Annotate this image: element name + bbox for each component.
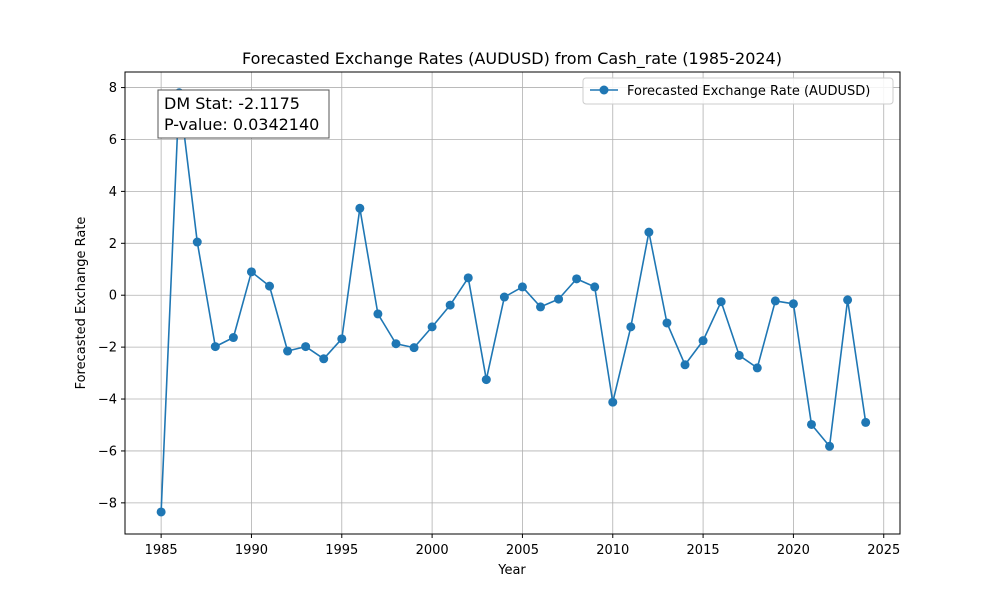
series-layer [156,88,871,517]
data-point [644,227,654,237]
x-tick-label: 2020 [777,543,810,558]
x-tick-label: 1995 [325,543,358,558]
data-point [770,296,780,306]
data-point [319,354,329,364]
legend-marker-swatch [599,85,609,95]
x-tick-label: 2010 [596,543,629,558]
data-point [265,281,275,291]
data-point [283,346,293,356]
data-point [228,333,238,343]
legend-frame [582,77,894,105]
data-point [337,334,347,344]
data-point [662,318,672,328]
annotation-box: DM Stat: -2.1175 P-value: 0.0342140 [157,89,330,139]
x-tick-label: 2005 [506,543,539,558]
grid-lines [125,72,900,534]
data-point [861,417,871,427]
annotation-dm-stat: DM Stat: -2.1175 [164,94,300,113]
data-point [752,363,762,373]
data-point [246,267,256,277]
data-point [210,342,220,352]
data-point [481,375,491,385]
x-tick-label: 2000 [416,543,449,558]
x-tick-label: 1990 [235,543,268,558]
x-tick-label: 2015 [687,543,720,558]
data-point [391,339,401,349]
axis-ticks: 1985 1990 1995 2000 2005 2010 2015 2020 2025 −8 −6… [98,81,900,558]
y-tick-label: 2 [109,237,117,252]
legend: Forecasted Exchange Rate (AUDUSD) [582,77,894,105]
x-tick-label: 2025 [867,543,900,558]
data-point [427,322,437,332]
y-tick-label: 8 [109,81,117,96]
data-point [463,273,473,283]
y-tick-label: −2 [98,341,117,356]
y-tick-label: −6 [98,444,117,459]
annotation-p-value: P-value: 0.0342140 [164,115,319,134]
data-point [590,282,600,292]
data-point [445,300,455,310]
data-point [373,309,383,319]
data-point [716,297,726,307]
data-point [301,342,311,352]
data-point [788,299,798,309]
data-point [499,292,509,302]
y-tick-label: −8 [98,496,117,511]
data-point [825,441,835,451]
y-tick-label: −4 [98,393,117,408]
data-point [626,322,636,332]
data-point [536,302,546,312]
data-point [409,343,419,353]
y-tick-label: 6 [109,133,117,148]
data-point [806,419,816,429]
data-point [517,282,527,292]
data-point [698,336,708,346]
data-point [554,294,564,304]
series-line [160,91,867,512]
y-tick-label: 4 [109,185,117,200]
y-axis-label: Forecasted Exchange Rate [74,217,89,390]
data-point [843,295,853,305]
data-point [355,203,365,213]
x-tick-label: 1985 [145,543,178,558]
data-point [734,350,744,360]
legend-label: Forecasted Exchange Rate (AUDUSD) [627,84,870,99]
data-point [608,397,618,407]
chart-title: Forecasted Exchange Rates (AUDUSD) from … [242,49,782,69]
data-point [156,507,166,517]
plot-frame [124,71,901,535]
data-point [192,237,202,247]
annotation-frame [157,89,330,139]
data-point [680,360,690,370]
x-axis-label: Year [497,563,526,578]
y-tick-label: 0 [109,289,117,304]
data-point [572,274,582,284]
